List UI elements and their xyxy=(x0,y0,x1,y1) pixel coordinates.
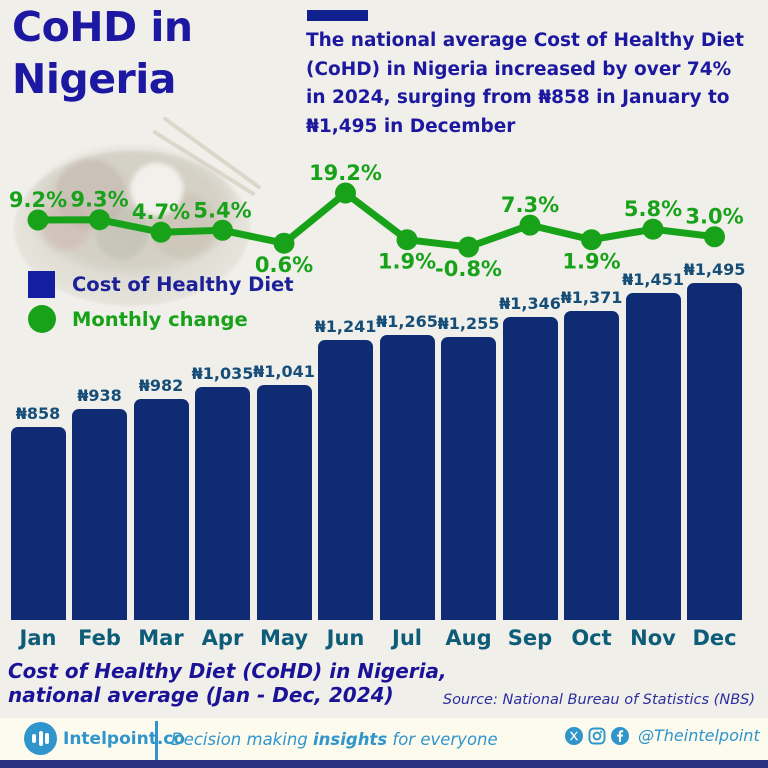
month-label-jun: Jun xyxy=(326,626,365,650)
change-label-apr: 5.4% xyxy=(193,198,251,222)
bar-value-label-aug: ₦1,255 xyxy=(437,314,500,334)
month-label-dec: Dec xyxy=(692,626,737,650)
line-point-jul xyxy=(396,229,418,251)
change-label-feb: 9.3% xyxy=(70,188,128,212)
legend-label: Monthly change xyxy=(72,307,248,331)
line-point-nov xyxy=(642,218,664,240)
bar-nov xyxy=(625,292,681,620)
footer-tagline: Decision making insights for everyone xyxy=(171,730,498,749)
month-label-apr: Apr xyxy=(201,626,244,650)
legend-item-change: Monthly change xyxy=(28,305,248,333)
description-line: in 2024, surging from ₦858 in January to xyxy=(306,87,730,108)
bar-value-label-jul: ₦1,265 xyxy=(376,311,438,331)
change-label-dec: 3.0% xyxy=(685,205,743,229)
bar-jul xyxy=(379,334,435,620)
bar-value-label-jan: ₦858 xyxy=(15,403,61,423)
chart-caption-line1: Cost of Healthy Diet (CoHD) in Nigeria, xyxy=(8,659,447,683)
legend-square-swatch xyxy=(28,271,55,298)
bar-feb xyxy=(72,408,127,620)
line-point-apr xyxy=(212,219,233,241)
description-line: ₦1,495 in December xyxy=(306,115,516,137)
bar-jun xyxy=(318,340,373,620)
bar-value-label-mar: ₦982 xyxy=(138,375,184,395)
bar-may xyxy=(256,385,312,620)
intelpoint-logo-icon xyxy=(24,722,57,755)
change-label-jan: 9.2% xyxy=(9,188,67,212)
social-icons: @Theintelpoint xyxy=(565,726,760,745)
footer-divider xyxy=(155,721,158,763)
line-point-mar xyxy=(150,221,172,243)
brand-name: Intelpoint.co xyxy=(63,729,186,749)
bar-mar xyxy=(133,398,189,620)
change-label-oct: 1.9% xyxy=(562,250,620,274)
instagram-icon xyxy=(588,727,606,744)
change-label-jul: 1.9% xyxy=(378,250,436,274)
bar-value-label-may: ₦1,041 xyxy=(253,362,315,382)
description-line: (CoHD) in Nigeria increased by over 74% xyxy=(306,58,732,80)
change-label-may: 0.6% xyxy=(255,253,313,277)
legend-item-cost: Cost of Healthy Diet xyxy=(28,271,294,298)
bar-value-label-jun: ₦1,241 xyxy=(314,317,377,337)
footer-bar: Intelpoint.co Decision making insights f… xyxy=(0,718,768,763)
month-label-oct: Oct xyxy=(571,626,612,650)
change-label-aug: -0.8% xyxy=(435,257,502,281)
monthly-change-line-chart: 9.2% 9.3%4.7% 5.4%0.6%19.2%1.9%-0.8%7.3%1.… xyxy=(9,161,744,281)
line-point-jun xyxy=(335,182,356,204)
change-label-sep: 7.3% xyxy=(501,193,559,217)
page-title: CoHD in Nigeria xyxy=(12,2,193,105)
month-label-jul: Jul xyxy=(392,626,422,650)
month-label-jan: Jan xyxy=(19,626,57,650)
facebook-icon xyxy=(611,726,629,745)
page-title-line2: Nigeria xyxy=(12,54,176,103)
description-line: The national average Cost of Healthy Die… xyxy=(306,30,744,51)
month-label-may: May xyxy=(259,626,309,650)
bar-oct xyxy=(564,311,619,620)
bar-value-label-dec: ₦1,495 xyxy=(683,260,746,279)
bar-apr xyxy=(195,386,250,620)
chart-caption-line2: national average (Jan - Dec, 2024) xyxy=(8,682,394,707)
bar-dec xyxy=(687,283,742,620)
line-point-feb xyxy=(89,209,110,231)
month-label-feb: Feb xyxy=(78,626,121,650)
bar-value-label-oct: ₦1,371 xyxy=(560,287,623,307)
change-label-jun: 19.2% xyxy=(309,161,382,185)
bottom-strip xyxy=(0,760,768,768)
source-credit: Source: National Bureau of Statistics (N… xyxy=(442,692,755,708)
bar-value-label-nov: ₦1,451 xyxy=(622,269,684,289)
change-label-mar: 4.7% xyxy=(132,200,190,224)
bar-value-label-feb: ₦938 xyxy=(77,385,122,405)
legend-circle-swatch xyxy=(28,305,56,333)
month-label-nov: Nov xyxy=(630,626,676,650)
line-point-oct xyxy=(581,229,602,251)
line-point-aug xyxy=(458,236,479,258)
month-label-aug: Aug xyxy=(445,626,492,650)
bar-value-label-sep: ₦1,346 xyxy=(499,293,561,313)
page-title-line1: CoHD in xyxy=(12,3,193,51)
line-point-may xyxy=(273,232,295,254)
bar-value-label-apr: ₦1,035 xyxy=(191,363,254,383)
legend-label: Cost of Healthy Diet xyxy=(72,273,294,296)
header-description: The national average Cost of Healthy Die… xyxy=(306,27,762,141)
bar-aug xyxy=(441,337,496,620)
x-twitter-icon xyxy=(565,726,583,745)
accent-bar xyxy=(307,10,368,21)
chart-caption: Cost of Healthy Diet (CoHD) in Nigeria, … xyxy=(8,659,447,707)
line-point-dec xyxy=(704,226,725,248)
bar-jan xyxy=(10,426,66,620)
month-label-mar: Mar xyxy=(138,626,184,650)
social-handle: @Theintelpoint xyxy=(638,726,760,745)
bar-sep xyxy=(502,316,558,620)
month-label-sep: Sep xyxy=(507,626,553,650)
change-label-nov: 5.8% xyxy=(624,197,682,221)
line-point-sep xyxy=(519,214,541,236)
line-point-jan xyxy=(27,209,49,231)
